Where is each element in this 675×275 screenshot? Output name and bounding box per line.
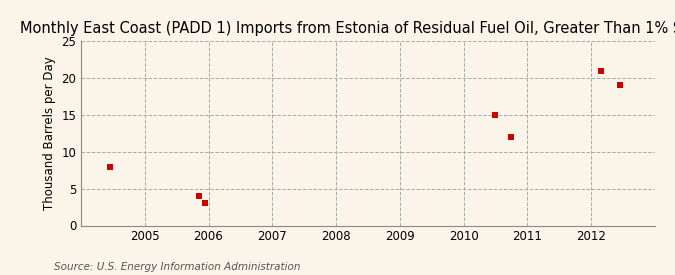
Point bbox=[200, 201, 211, 206]
Point bbox=[104, 164, 115, 169]
Point bbox=[506, 135, 517, 139]
Y-axis label: Thousand Barrels per Day: Thousand Barrels per Day bbox=[43, 56, 56, 210]
Title: Monthly East Coast (PADD 1) Imports from Estonia of Residual Fuel Oil, Greater T: Monthly East Coast (PADD 1) Imports from… bbox=[20, 21, 675, 36]
Point bbox=[490, 113, 501, 117]
Point bbox=[595, 68, 606, 73]
Point bbox=[194, 194, 205, 198]
Text: Source: U.S. Energy Information Administration: Source: U.S. Energy Information Administ… bbox=[54, 262, 300, 272]
Point bbox=[614, 83, 625, 88]
